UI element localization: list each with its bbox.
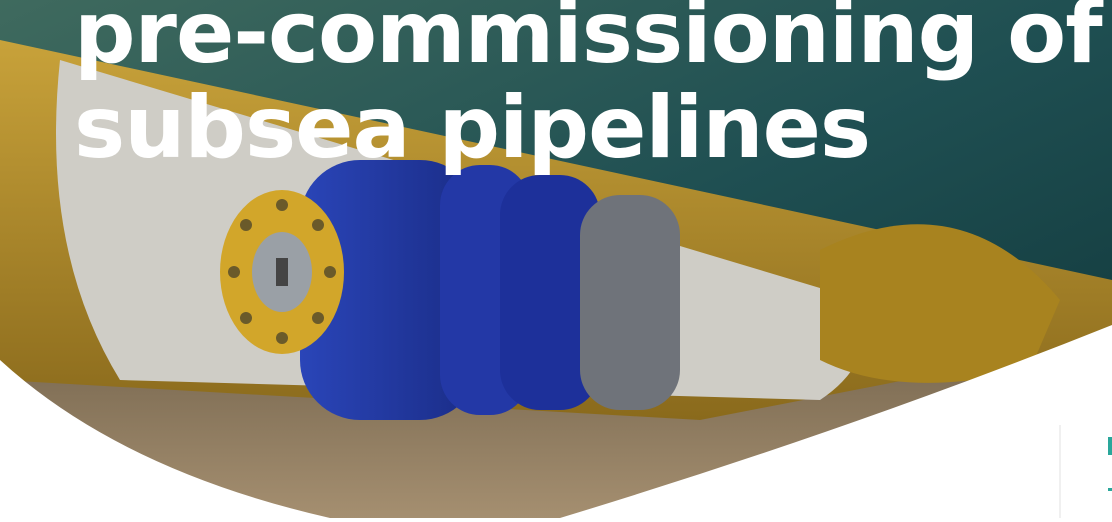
accent (1108, 488, 1112, 491)
accent (1108, 437, 1112, 455)
hero-title: subsea pipelines (74, 78, 870, 178)
curve-mask (560, 325, 1112, 518)
hero-title: pre-commissioning of (74, 0, 1104, 83)
curve-mask (0, 360, 330, 518)
